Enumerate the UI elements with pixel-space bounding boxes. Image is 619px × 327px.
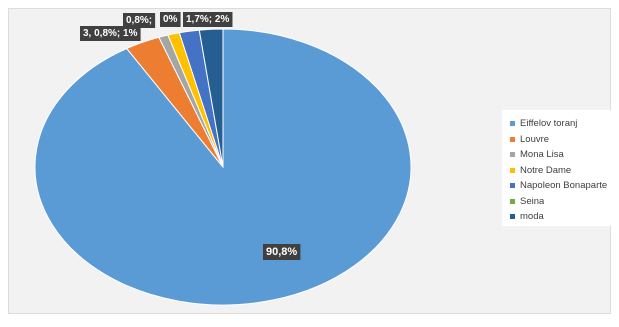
legend-label: Mona Lisa: [520, 149, 564, 161]
legend-item-seina: Seina: [510, 194, 618, 210]
legend-item-eiffelov-toranj: Eiffelov toranj: [510, 116, 618, 132]
legend-item-moda: moda: [510, 209, 618, 225]
data-label-box: [160, 12, 181, 27]
data-label: 1,7%; 2%: [183, 12, 233, 27]
data-label-box: [263, 244, 301, 260]
data-label-text: 0%: [163, 14, 178, 25]
legend-label: Eiffelov toranj: [520, 118, 578, 130]
data-label-box: [80, 26, 141, 41]
legend-swatch: [510, 121, 515, 127]
data-label: 0%: [160, 12, 181, 27]
legend-item-louvre: Louvre: [510, 132, 618, 148]
data-label: 0,8%;: [123, 13, 156, 28]
data-label-text: 3, 0,8%; 1%: [83, 28, 138, 39]
pie-data-labels: 90,8% 3, 0,8%; 1% 0,8%; 0% 1,7%; 2%: [80, 12, 301, 260]
legend-swatch: [510, 183, 515, 189]
legend-item-napoleon-bonaparte: Napoleon Bonaparte: [510, 178, 618, 194]
legend-swatch: [510, 214, 515, 220]
legend-swatch: [510, 167, 515, 173]
pie-slices: [34, 28, 412, 306]
legend-label: Notre Dame: [520, 164, 572, 176]
data-label: 3, 0,8%; 1%: [80, 26, 141, 41]
legend-swatch: [510, 136, 515, 142]
legend-swatch: [510, 198, 515, 204]
data-label-text: 0,8%;: [126, 15, 152, 26]
chart-legend: Eiffelov toranj Louvre Mona Lisa Notre D…: [502, 110, 618, 226]
data-label-text: 1,7%; 2%: [186, 14, 229, 25]
legend-item-mona-lisa: Mona Lisa: [510, 147, 618, 163]
data-label-text: 90,8%: [266, 246, 297, 258]
data-label: 90,8%: [263, 244, 301, 260]
legend-item-notre-dame: Notre Dame: [510, 163, 618, 179]
legend-label: moda: [520, 211, 544, 223]
data-label-box: [123, 13, 156, 28]
legend-label: Napoleon Bonaparte: [520, 180, 608, 192]
pie-slice-moda: [198, 28, 224, 168]
legend-label: Seina: [520, 195, 545, 207]
legend-label: Louvre: [520, 133, 550, 145]
legend-swatch: [510, 152, 515, 158]
data-label-box: [183, 12, 233, 27]
